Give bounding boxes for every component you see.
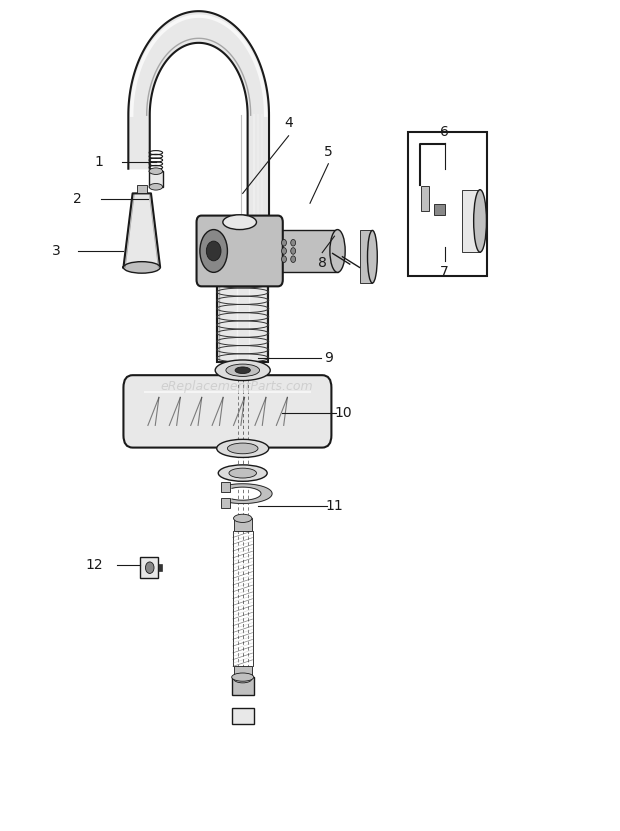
Ellipse shape (330, 229, 345, 273)
Text: 2: 2 (73, 192, 82, 206)
Circle shape (291, 239, 296, 246)
FancyBboxPatch shape (123, 375, 332, 448)
Ellipse shape (232, 673, 254, 681)
Ellipse shape (226, 364, 260, 376)
Ellipse shape (123, 262, 160, 273)
Bar (217, 251, 268, 362)
Circle shape (291, 248, 296, 254)
Bar (221, 482, 231, 492)
Ellipse shape (228, 443, 258, 454)
Bar (149, 171, 162, 187)
Bar (234, 519, 252, 531)
Circle shape (281, 239, 286, 246)
Text: 11: 11 (326, 499, 343, 513)
Bar (360, 230, 373, 283)
Ellipse shape (223, 214, 257, 229)
Bar (462, 189, 480, 252)
Text: eReplacementParts.com: eReplacementParts.com (161, 381, 313, 393)
Ellipse shape (229, 468, 257, 478)
Text: 3: 3 (52, 244, 61, 258)
Polygon shape (128, 11, 269, 276)
Text: 7: 7 (440, 264, 449, 278)
Bar (221, 499, 231, 509)
Circle shape (281, 256, 286, 263)
Bar (158, 564, 162, 571)
Ellipse shape (235, 367, 250, 374)
Bar (278, 229, 337, 273)
Polygon shape (123, 194, 160, 268)
Text: 1: 1 (94, 155, 104, 170)
Text: 12: 12 (86, 558, 104, 573)
Circle shape (146, 562, 154, 573)
Polygon shape (226, 484, 272, 504)
Bar (234, 666, 252, 679)
Ellipse shape (217, 440, 268, 457)
Text: 4: 4 (284, 116, 293, 130)
Ellipse shape (234, 675, 252, 683)
Bar (422, 186, 428, 211)
Text: 5: 5 (324, 145, 333, 160)
Ellipse shape (474, 189, 487, 252)
Text: 6: 6 (440, 125, 449, 139)
Bar (140, 557, 158, 578)
Ellipse shape (234, 514, 252, 523)
Bar (232, 707, 254, 724)
Bar (232, 677, 254, 696)
Text: 8: 8 (318, 256, 327, 270)
Circle shape (206, 241, 221, 261)
Circle shape (281, 248, 286, 254)
Ellipse shape (218, 465, 267, 481)
Text: 10: 10 (335, 406, 352, 420)
Bar (433, 204, 445, 215)
Text: 9: 9 (324, 351, 333, 365)
Ellipse shape (149, 184, 162, 190)
Bar (137, 185, 147, 194)
Circle shape (291, 256, 296, 263)
Ellipse shape (149, 168, 162, 175)
Ellipse shape (200, 229, 228, 273)
Ellipse shape (215, 360, 270, 381)
FancyBboxPatch shape (197, 215, 283, 287)
Bar (408, 131, 487, 276)
Ellipse shape (368, 230, 378, 283)
